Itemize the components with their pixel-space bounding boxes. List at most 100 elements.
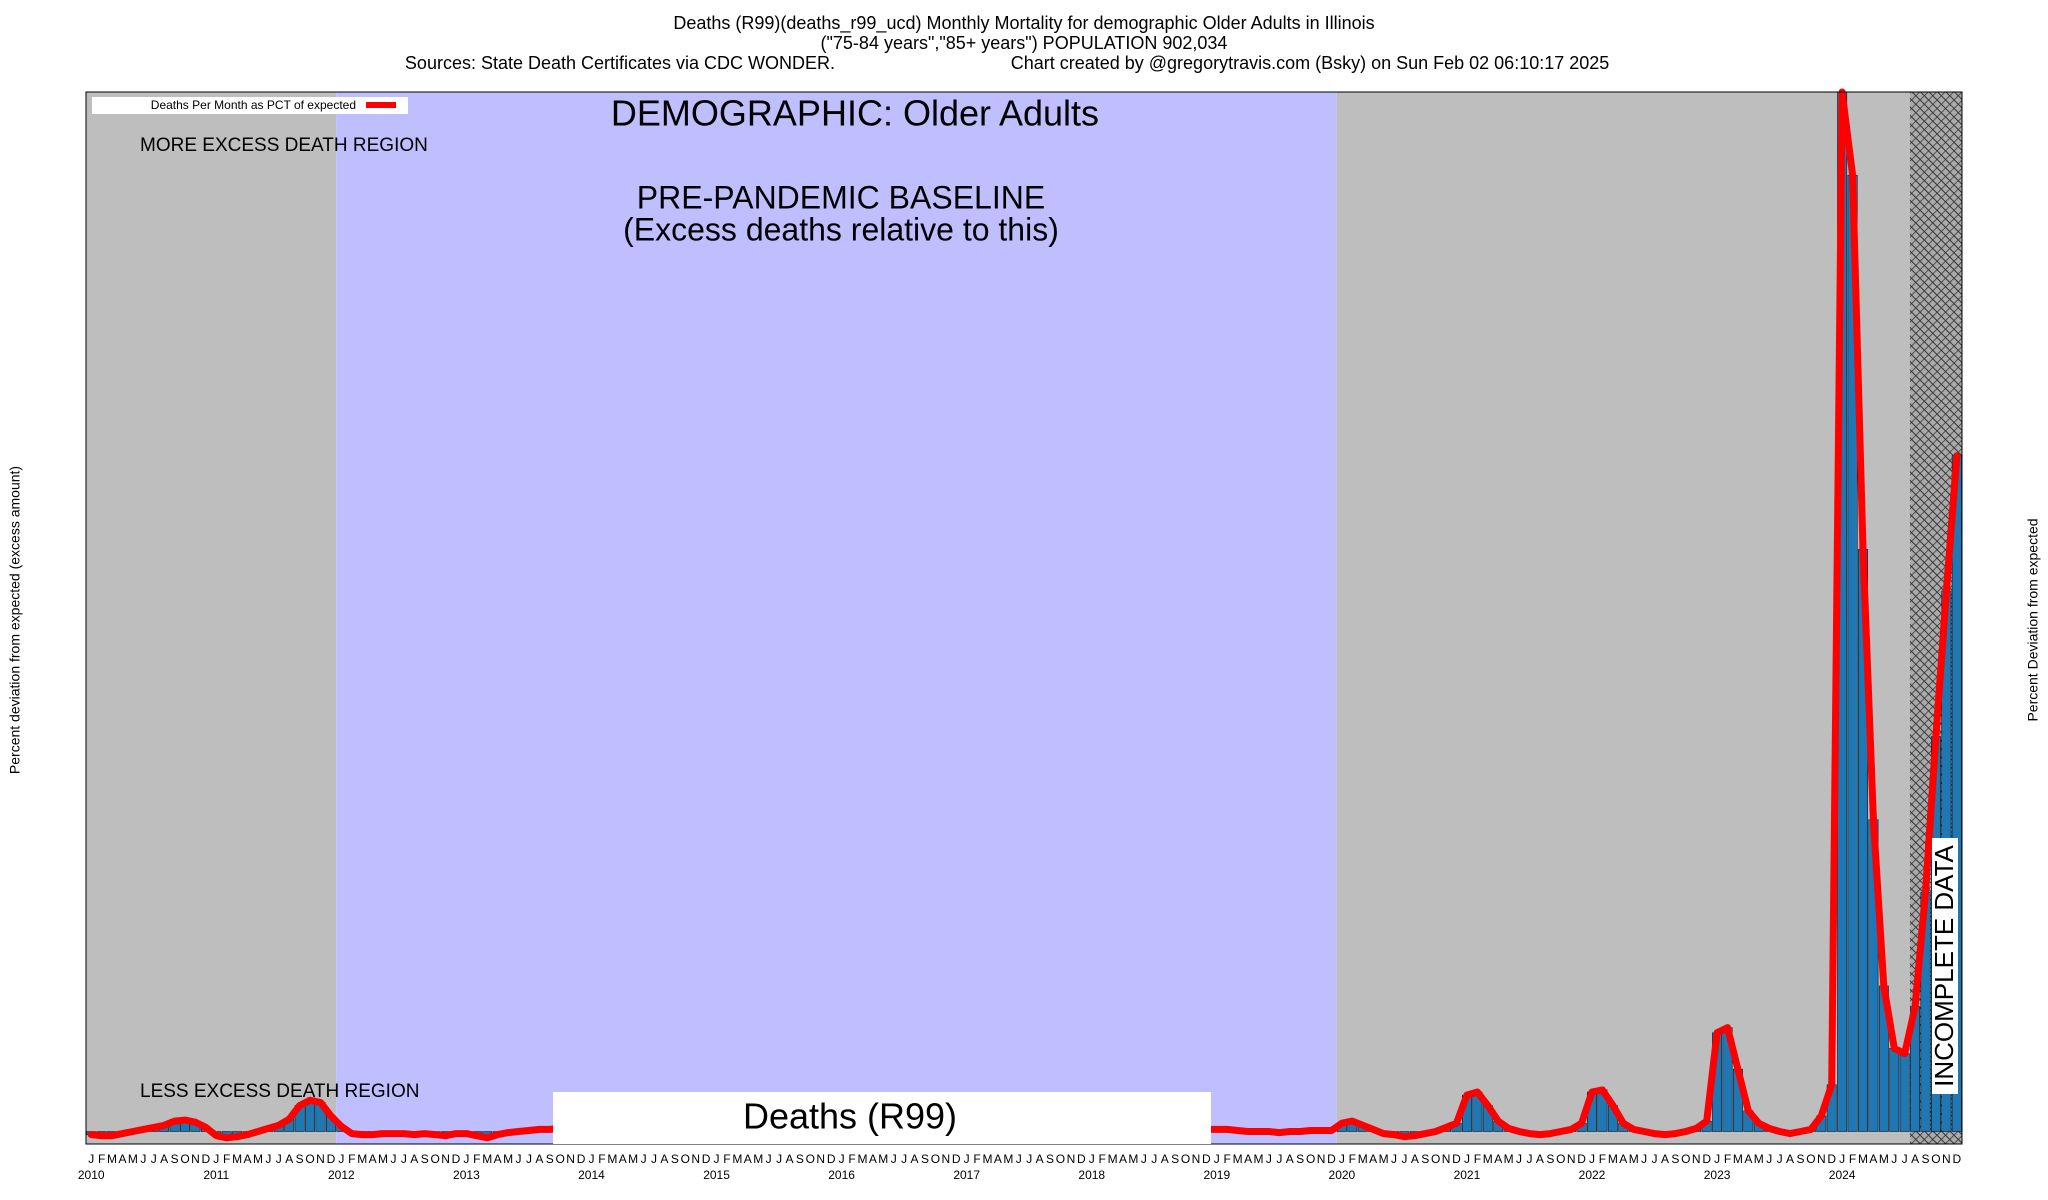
x-tick-label: F <box>473 1152 480 1166</box>
x-tick-label: F <box>723 1152 730 1166</box>
x-tick-label: M <box>1003 1152 1013 1166</box>
x-tick-label: A <box>285 1152 293 1166</box>
x-tick-label: S <box>671 1152 679 1166</box>
x-tick-label: N <box>1317 1152 1326 1166</box>
x-tick-label: S <box>1046 1152 1054 1166</box>
x-tick-label: J <box>1652 1152 1658 1166</box>
year-label: 2013 <box>453 1168 480 1182</box>
annotation: LESS EXCESS DEATH REGION <box>140 1081 419 1102</box>
x-tick-label: J <box>1016 1152 1022 1166</box>
x-tick-label: D <box>1577 1152 1586 1166</box>
x-tick-label: M <box>482 1152 492 1166</box>
year-label: 2021 <box>1454 1168 1481 1182</box>
x-tick-label: D <box>1702 1152 1711 1166</box>
x-tick-label: N <box>1192 1152 1201 1166</box>
x-tick-label: J <box>1891 1152 1897 1166</box>
label-box <box>553 1092 1211 1144</box>
x-tick-label: M <box>1608 1152 1618 1166</box>
x-tick-label: M <box>732 1152 742 1166</box>
x-tick-label: J <box>1714 1152 1720 1166</box>
x-tick-label: D <box>577 1152 586 1166</box>
x-tick-label: D <box>1202 1152 1211 1166</box>
x-tick-label: A <box>785 1152 793 1166</box>
x-tick-label: S <box>546 1152 554 1166</box>
annotation: (Excess deaths relative to this) <box>623 211 1059 247</box>
x-tick-label: O <box>681 1152 690 1166</box>
year-label: 2016 <box>828 1168 855 1182</box>
year-label: 2011 <box>203 1168 229 1182</box>
x-tick-label: F <box>1599 1152 1606 1166</box>
x-tick-label: F <box>1349 1152 1356 1166</box>
x-tick-label: M <box>357 1152 367 1166</box>
x-tick-label: J <box>1902 1152 1908 1166</box>
x-tick-label: F <box>1224 1152 1231 1166</box>
x-tick-label: A <box>535 1152 543 1166</box>
x-tick-label: J <box>88 1152 94 1166</box>
x-tick-label: J <box>1516 1152 1522 1166</box>
year-label: 2017 <box>953 1168 980 1182</box>
x-tick-label: D <box>327 1152 336 1166</box>
x-tick-label: J <box>140 1152 146 1166</box>
x-tick-label: A <box>619 1152 627 1166</box>
x-tick-label: N <box>316 1152 325 1166</box>
x-tick-label: J <box>1214 1152 1220 1166</box>
x-tick-label: F <box>1724 1152 1731 1166</box>
x-tick-label: M <box>378 1152 388 1166</box>
annotation: DEMOGRAPHIC: Older Adults <box>611 93 1099 134</box>
x-tick-label: D <box>1827 1152 1836 1166</box>
x-tick-label: M <box>628 1152 638 1166</box>
x-tick-label: J <box>1766 1152 1772 1166</box>
year-label: 2010 <box>78 1168 105 1182</box>
x-tick-label: O <box>430 1152 439 1166</box>
x-tick-label: N <box>1692 1152 1701 1166</box>
x-tick-label: M <box>232 1152 242 1166</box>
legend-label: Deaths Per Month as PCT of expected <box>151 98 356 112</box>
year-label: 2015 <box>703 1168 730 1182</box>
x-tick-label: S <box>1671 1152 1679 1166</box>
x-tick-label: J <box>901 1152 907 1166</box>
label-box <box>1932 838 1958 1094</box>
region-baseline <box>336 92 1337 1144</box>
x-tick-label: N <box>941 1152 950 1166</box>
x-tick-label: A <box>118 1152 126 1166</box>
year-label: 2019 <box>1203 1168 1230 1182</box>
x-tick-label: M <box>1358 1152 1368 1166</box>
x-tick-label: S <box>921 1152 929 1166</box>
x-tick-label: N <box>1942 1152 1951 1166</box>
x-tick-label: J <box>276 1152 282 1166</box>
x-tick-label: J <box>151 1152 157 1166</box>
x-tick-label: O <box>305 1152 314 1166</box>
x-tick-label: J <box>1839 1152 1845 1166</box>
x-tick-label: M <box>1629 1152 1639 1166</box>
x-tick-label: F <box>1474 1152 1481 1166</box>
x-tick-label: J <box>641 1152 647 1166</box>
year-label: 2024 <box>1829 1168 1856 1182</box>
x-tick-label: J <box>1641 1152 1647 1166</box>
x-tick-label: O <box>180 1152 189 1166</box>
x-tick-label: J <box>516 1152 522 1166</box>
x-tick-label: N <box>441 1152 450 1166</box>
year-label: 2020 <box>1329 1168 1356 1182</box>
x-tick-label: S <box>796 1152 804 1166</box>
x-tick-label: O <box>1681 1152 1690 1166</box>
x-tick-label: J <box>1339 1152 1345 1166</box>
x-tick-label: O <box>1556 1152 1565 1166</box>
x-tick-label: F <box>1849 1152 1856 1166</box>
x-tick-label: A <box>1161 1152 1169 1166</box>
x-tick-label: J <box>1464 1152 1470 1166</box>
x-tick-label: S <box>1922 1152 1930 1166</box>
x-tick-label: A <box>660 1152 668 1166</box>
x-tick-label: M <box>753 1152 763 1166</box>
x-tick-label: F <box>848 1152 855 1166</box>
annotation: Deaths (R99) <box>743 1096 957 1137</box>
x-tick-label: F <box>598 1152 605 1166</box>
bar <box>1899 1053 1910 1132</box>
x-tick-label: A <box>160 1152 168 1166</box>
x-tick-label: J <box>1026 1152 1032 1166</box>
x-tick-label: M <box>1733 1152 1743 1166</box>
x-tick-label: J <box>964 1152 970 1166</box>
year-label: 2022 <box>1579 1168 1606 1182</box>
x-tick-label: F <box>1098 1152 1105 1166</box>
x-tick-label: J <box>1526 1152 1532 1166</box>
